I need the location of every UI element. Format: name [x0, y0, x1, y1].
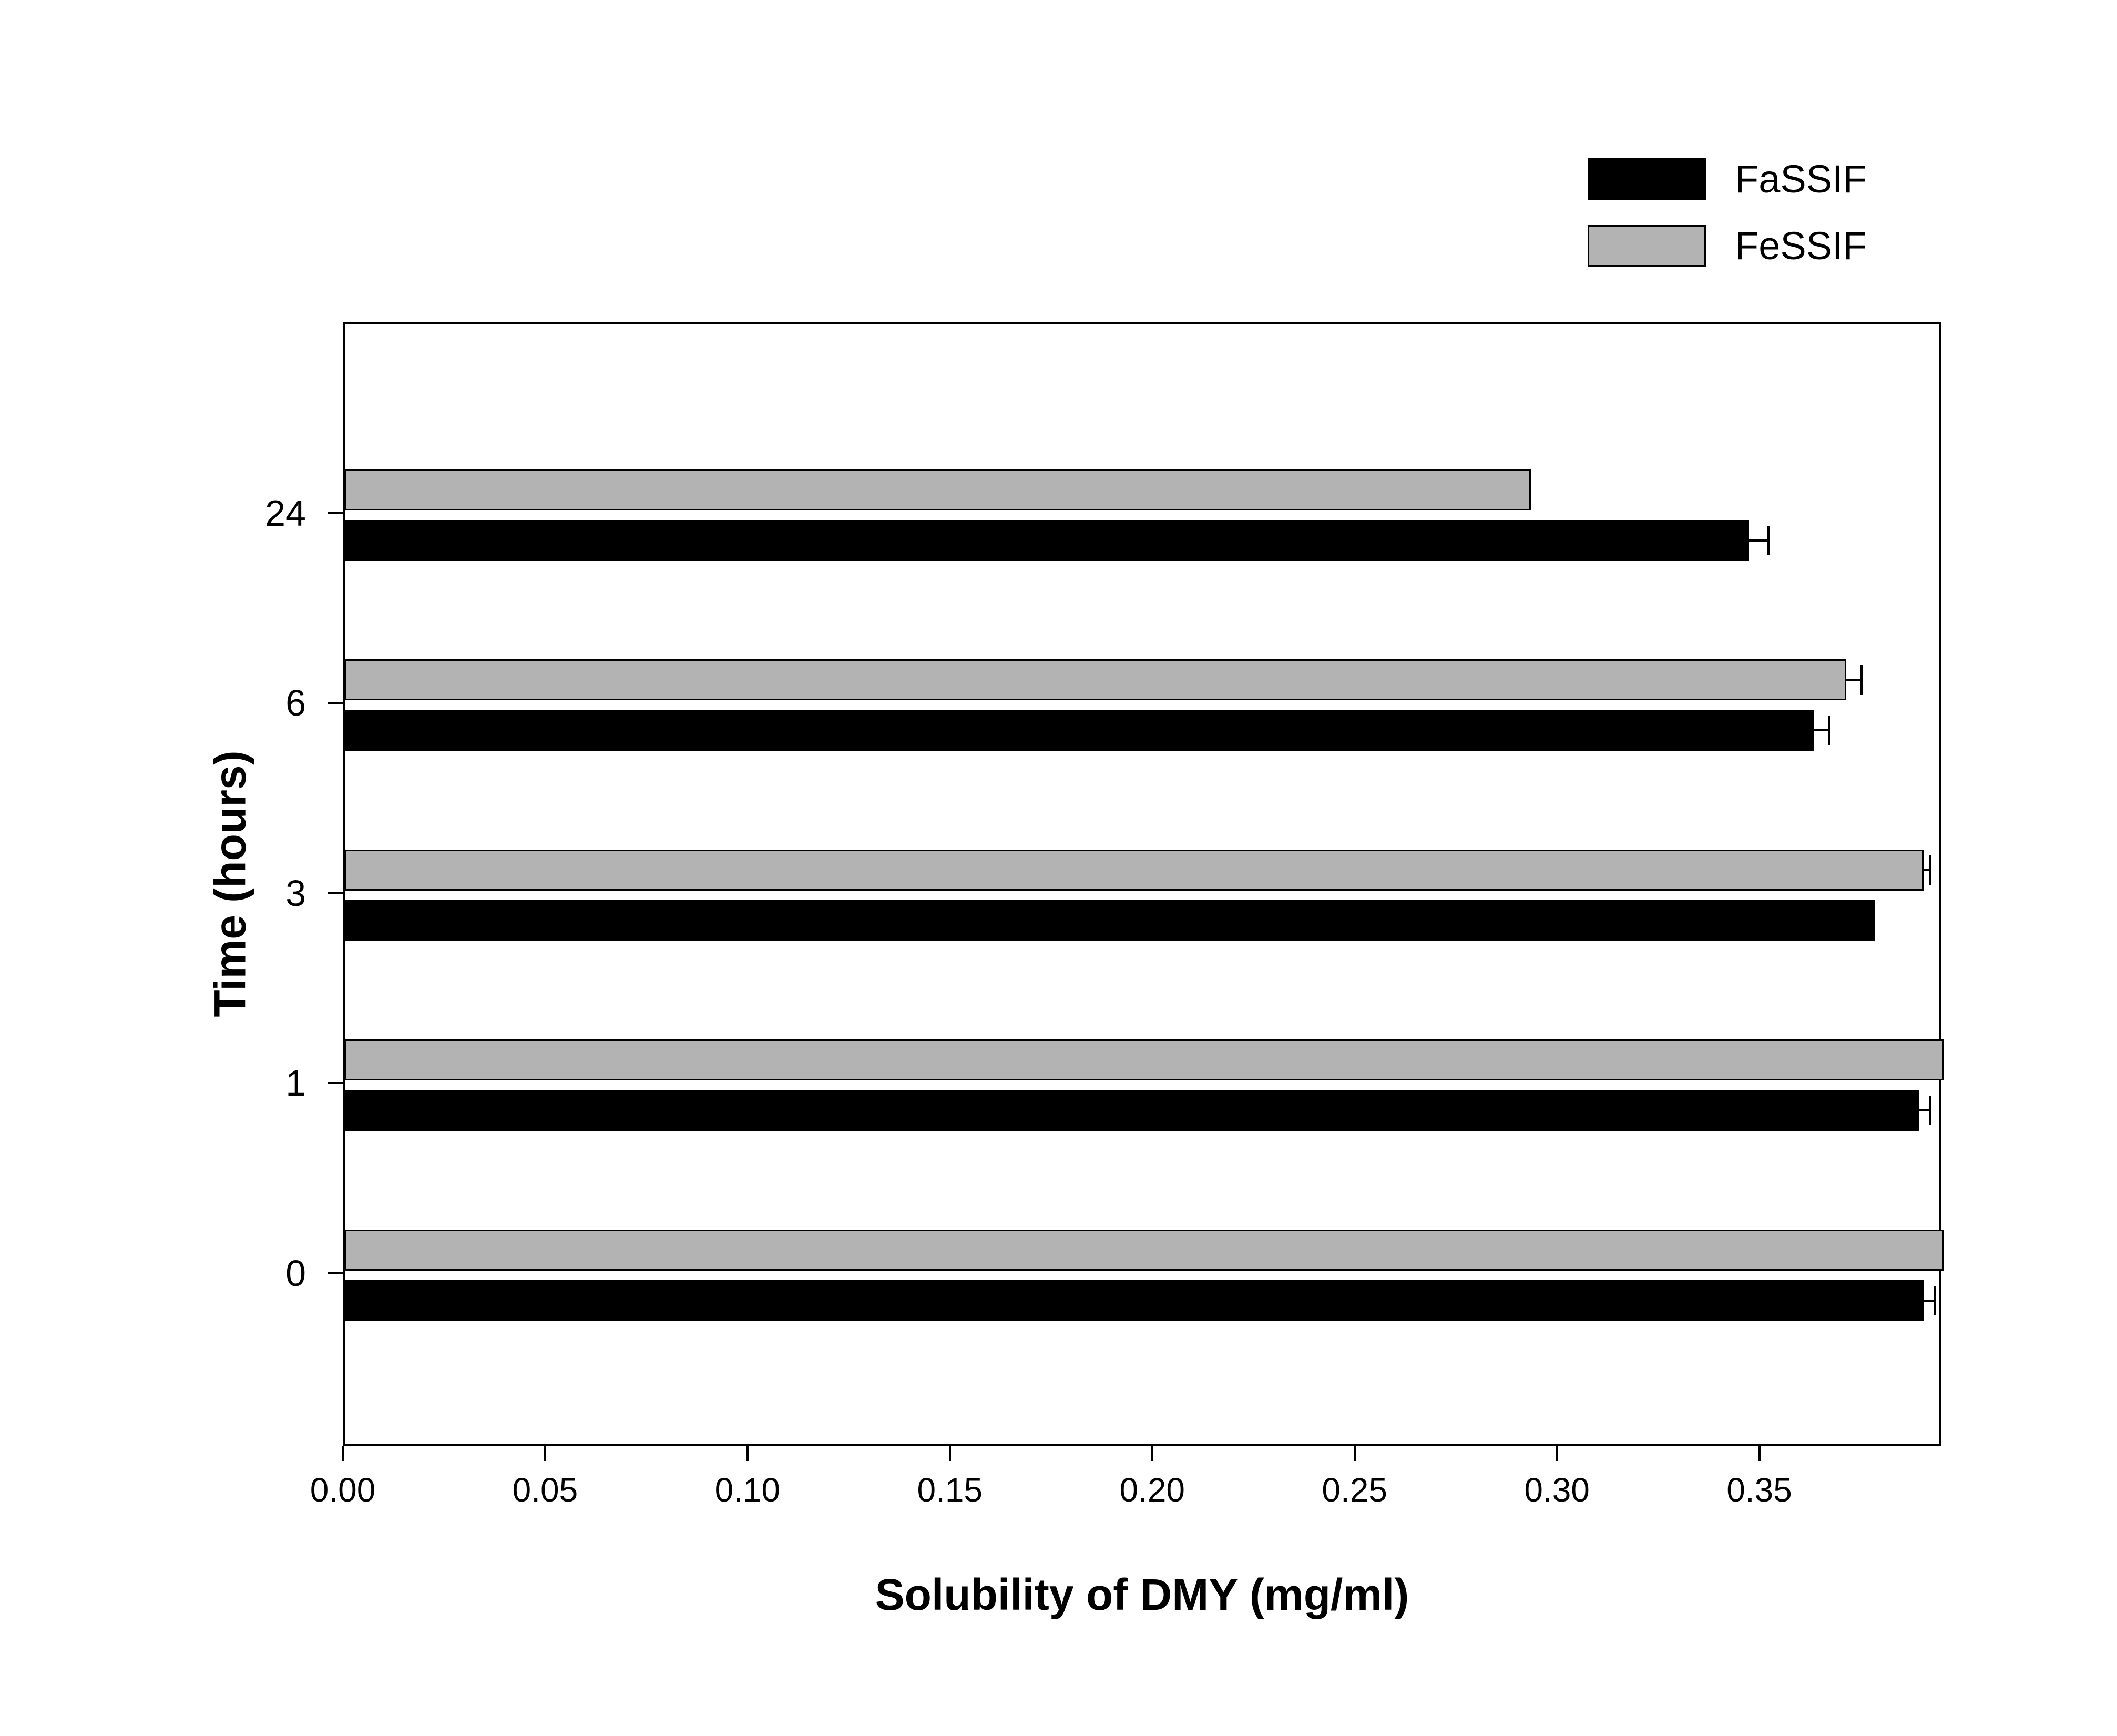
- x-tick-label: 0.15: [917, 1471, 983, 1509]
- x-tick-label: 0.30: [1524, 1471, 1590, 1509]
- legend-item-fassif: FaSSIF: [1588, 157, 1867, 201]
- y-tick: [328, 892, 343, 894]
- y-tick-label: 24: [265, 492, 306, 534]
- error-bar: [1923, 1299, 1936, 1302]
- legend-label-fessif: FeSSIF: [1735, 224, 1867, 268]
- y-tick-label: 0: [285, 1252, 306, 1294]
- error-bar-cap: [1933, 1285, 1936, 1315]
- x-tick-label: 0.10: [714, 1471, 781, 1509]
- error-bar-cap: [1929, 855, 1931, 885]
- x-tick-label: 0.05: [512, 1471, 578, 1509]
- error-bar-cap: [1767, 525, 1770, 555]
- y-tick-label: 1: [285, 1063, 306, 1104]
- y-tick-label: 6: [285, 682, 306, 724]
- y-tick-label: 3: [285, 872, 306, 914]
- bar-fassif-3h: [345, 900, 1875, 941]
- error-bar-cap: [1929, 1096, 1931, 1126]
- x-tick: [544, 1446, 546, 1461]
- x-tick: [1758, 1446, 1761, 1461]
- legend: FaSSIF FeSSIF: [1588, 157, 1867, 268]
- x-tick: [1151, 1446, 1153, 1461]
- bar-fassif-6h: [345, 710, 1814, 751]
- y-tick: [328, 1272, 343, 1274]
- error-bar-cap: [1860, 665, 1863, 695]
- bar-fessif-24h: [345, 469, 1531, 510]
- legend-label-fassif: FaSSIF: [1735, 157, 1867, 201]
- x-tick: [948, 1446, 951, 1461]
- x-tick-label: 0.25: [1322, 1471, 1387, 1509]
- y-tick: [328, 512, 343, 514]
- error-bar: [1923, 869, 1931, 871]
- x-tick: [342, 1446, 344, 1461]
- bar-fessif-6h: [345, 659, 1847, 701]
- error-bar-cap: [1828, 716, 1830, 746]
- legend-item-fessif: FeSSIF: [1588, 223, 1867, 268]
- plot-area: [343, 322, 1944, 1446]
- legend-swatch-fassif: [1588, 158, 1706, 200]
- error-bar: [1919, 1109, 1931, 1112]
- y-tick: [328, 1082, 343, 1085]
- bar-fessif-0h: [345, 1229, 1944, 1271]
- x-tick-label: 0.00: [310, 1471, 376, 1509]
- x-tick: [746, 1446, 749, 1461]
- y-tick: [328, 702, 343, 704]
- x-tick: [1353, 1446, 1356, 1461]
- x-tick: [1556, 1446, 1558, 1461]
- bar-fassif-24h: [345, 519, 1750, 561]
- bar-fassif-1h: [345, 1090, 1919, 1131]
- error-bar: [1846, 679, 1863, 681]
- x-axis-title: Solubility of DMY (mg/ml): [875, 1570, 1409, 1619]
- bar-fassif-0h: [345, 1280, 1924, 1321]
- bar-fessif-1h: [345, 1039, 1944, 1081]
- x-tick-label: 0.20: [1119, 1471, 1185, 1509]
- error-bar: [1749, 539, 1770, 542]
- legend-swatch-fessif: [1588, 224, 1706, 267]
- bar-fessif-3h: [345, 849, 1924, 891]
- x-tick-label: 0.35: [1726, 1471, 1792, 1509]
- error-bar: [1814, 729, 1830, 732]
